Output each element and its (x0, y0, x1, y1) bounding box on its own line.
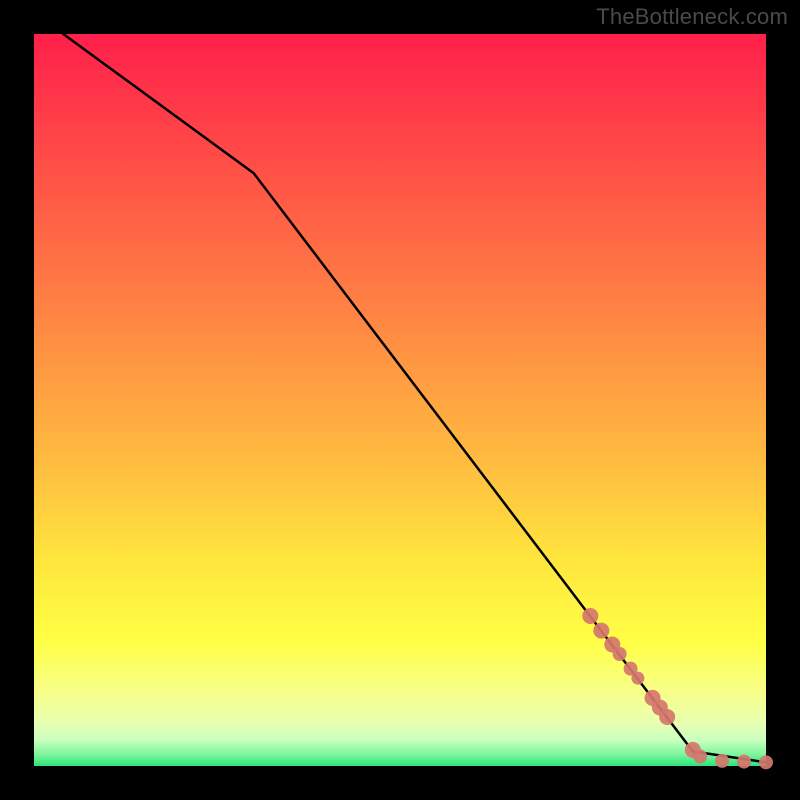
data-marker (631, 672, 644, 685)
plot-gradient-background (34, 34, 766, 766)
data-marker (659, 709, 675, 725)
watermark-text: TheBottleneck.com (596, 4, 788, 30)
data-marker (737, 755, 751, 769)
data-marker (693, 749, 707, 763)
chart-svg (0, 0, 800, 800)
data-marker (582, 608, 598, 624)
data-marker (593, 623, 609, 639)
data-marker (613, 647, 627, 661)
data-marker (715, 754, 729, 768)
data-marker (759, 755, 773, 769)
chart-container: TheBottleneck.com (0, 0, 800, 800)
